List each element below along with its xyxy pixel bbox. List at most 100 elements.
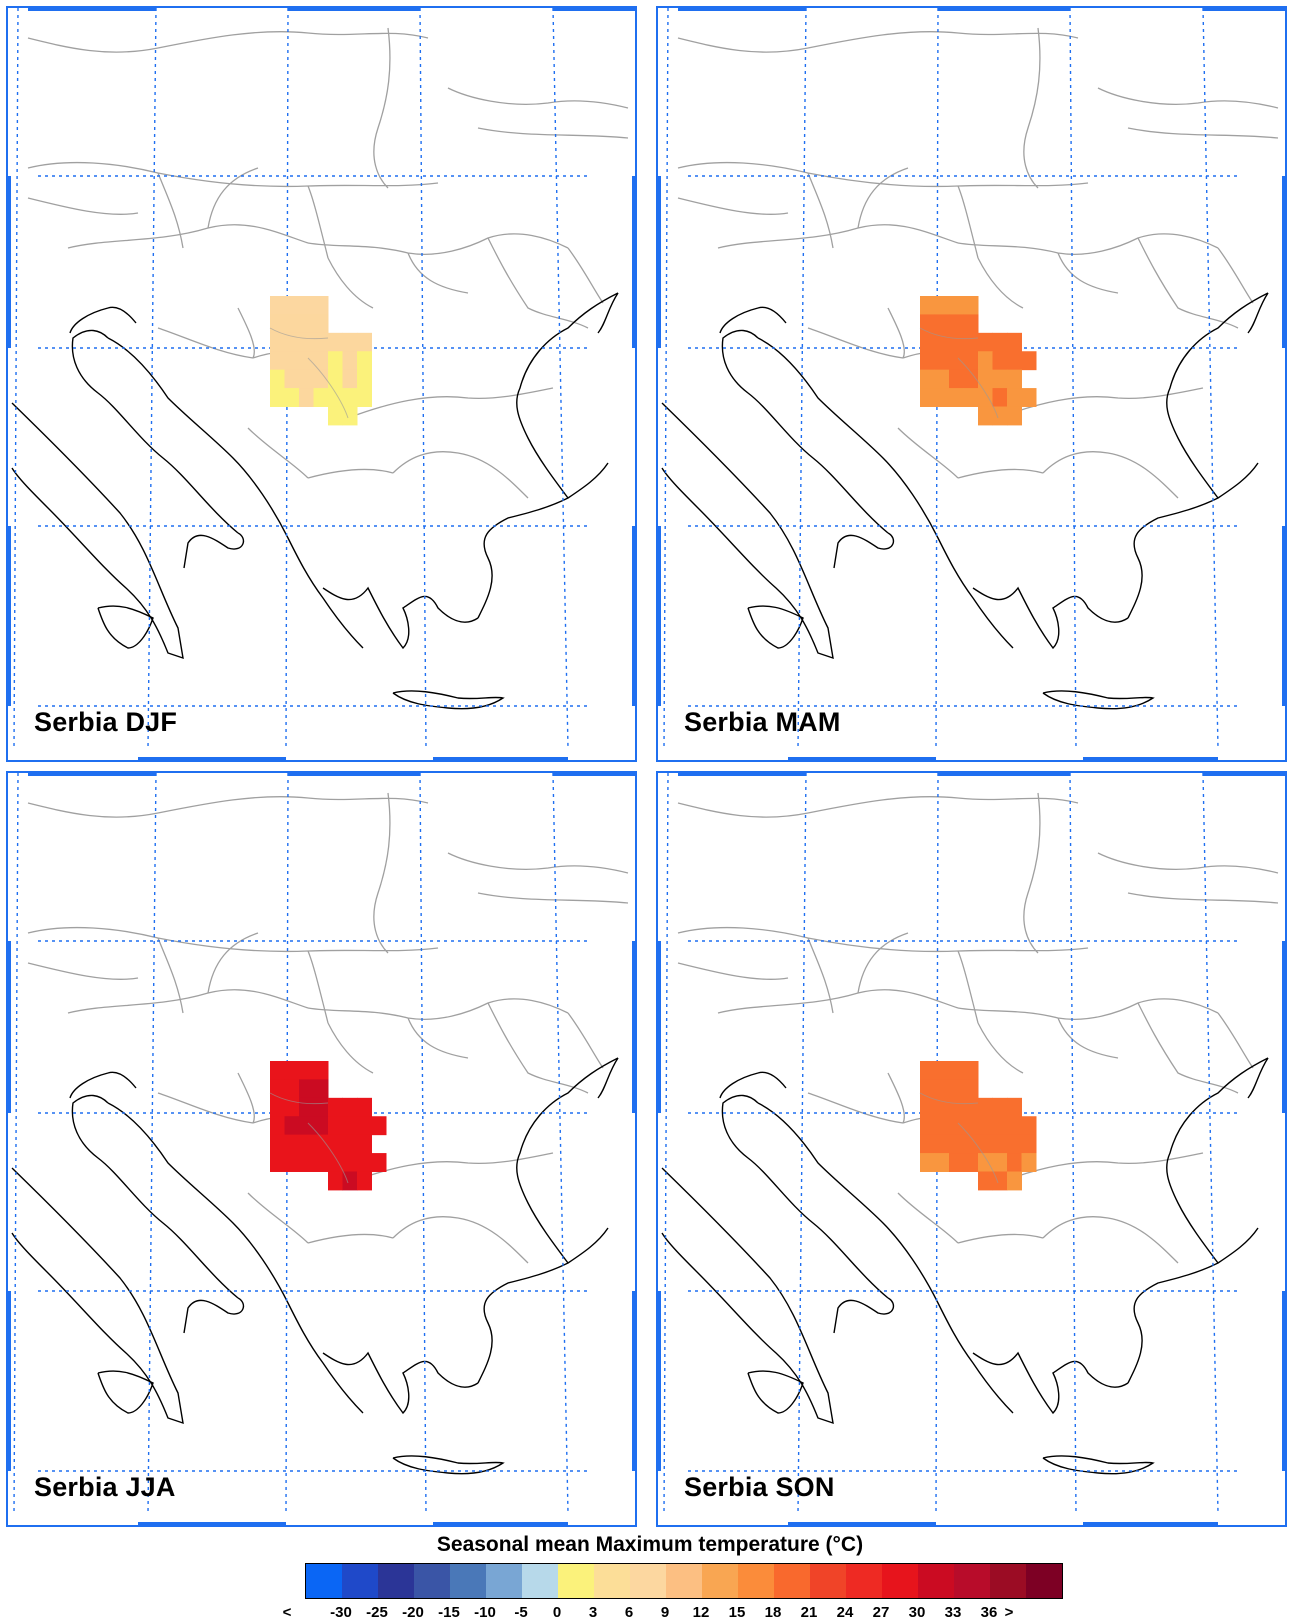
temperature-cell <box>328 388 343 407</box>
graticule-longitude <box>147 773 157 1514</box>
temperature-cell <box>978 388 993 407</box>
temperature-cell <box>284 1134 300 1154</box>
temperature-cell <box>299 369 314 389</box>
temperature-cell <box>299 296 314 315</box>
temperature-cell <box>328 1097 343 1117</box>
map-mam <box>658 8 1285 760</box>
temperature-cell <box>357 332 372 352</box>
temperature-cell <box>963 332 979 352</box>
country-border <box>807 937 834 1014</box>
country-border <box>957 468 1044 479</box>
coastline <box>972 1351 1129 1415</box>
country-border <box>1057 252 1119 294</box>
country-border <box>1137 237 1239 329</box>
legend-tick-label: 33 <box>944 1604 962 1621</box>
coastline <box>757 1102 1014 1414</box>
temperature-cell <box>284 388 300 407</box>
coastline <box>597 1057 619 1099</box>
temperature-cell <box>949 314 964 334</box>
country-border <box>307 998 569 1020</box>
graticule-longitude <box>147 8 157 749</box>
country-border <box>307 1122 349 1184</box>
country-border <box>307 1233 394 1244</box>
temperature-cell <box>934 1079 950 1099</box>
coastline <box>1166 1057 1269 1264</box>
country-border <box>1127 892 1279 904</box>
country-border <box>957 1122 999 1184</box>
country-border <box>567 247 604 304</box>
temperature-cell <box>920 369 935 389</box>
country-border <box>407 1017 469 1059</box>
temperature-cell <box>920 1153 935 1172</box>
temperature-cell <box>357 1116 372 1136</box>
temperature-cell <box>270 1116 285 1136</box>
temperature-cell <box>1021 1134 1037 1154</box>
temperature-cell <box>328 1171 343 1191</box>
temperature-cell <box>992 1116 1008 1136</box>
coastline <box>661 1167 834 1425</box>
coastline <box>183 532 245 569</box>
temperature-cell <box>342 332 358 352</box>
temperature-cell <box>270 1134 285 1154</box>
temperature-cell <box>949 351 964 371</box>
legend-tick-label: < <box>282 1604 292 1621</box>
country-border <box>957 357 999 419</box>
legend-swatch <box>774 1564 810 1598</box>
country-border <box>237 1072 255 1124</box>
temperature-cell <box>920 388 935 407</box>
temperature-cell <box>342 388 358 407</box>
country-border <box>27 31 429 53</box>
temperature-cell <box>299 1116 314 1136</box>
temperature-cell <box>313 388 329 407</box>
legend-tick-label: 0 <box>552 1604 562 1621</box>
temperature-cell <box>1007 388 1022 407</box>
legend-swatch <box>630 1564 666 1598</box>
country-border <box>977 257 1024 309</box>
legend-tick-label: 36 <box>980 1604 998 1621</box>
temperature-cell <box>949 296 964 315</box>
country-border <box>717 224 959 249</box>
country-border <box>857 932 909 994</box>
country-border <box>1097 87 1279 109</box>
temperature-cell <box>371 1116 387 1136</box>
country-border <box>677 796 1079 818</box>
temperature-cell <box>920 1116 935 1136</box>
graticule-longitude <box>797 773 807 1514</box>
graticule-longitude <box>13 8 19 749</box>
temperature-cell <box>299 332 314 352</box>
coastline <box>11 1167 184 1425</box>
coastline <box>661 402 834 660</box>
temperature-cell <box>284 1061 300 1080</box>
coastline <box>516 1057 619 1264</box>
coastline <box>477 462 609 619</box>
temperature-cell <box>270 332 285 352</box>
graticule-longitude <box>663 8 669 749</box>
country-border <box>307 950 329 1024</box>
graticule-longitude <box>1069 8 1077 749</box>
coastline <box>97 605 154 649</box>
country-border <box>27 796 429 818</box>
legend-tick-label: 3 <box>588 1604 598 1621</box>
temperature-cell <box>934 314 950 334</box>
country-border <box>1023 27 1041 189</box>
country-border <box>27 197 139 215</box>
temperature-cell <box>992 1171 1008 1191</box>
country-border <box>957 1233 1044 1244</box>
coastline <box>1247 292 1269 334</box>
graticule-longitude <box>1202 8 1219 749</box>
temperature-cell <box>934 296 950 315</box>
temperature-cell <box>934 388 950 407</box>
temperature-cell <box>342 406 358 426</box>
temperature-cell <box>357 351 372 371</box>
country-border <box>1042 1216 1179 1264</box>
country-border <box>1137 1002 1239 1094</box>
temperature-cell <box>1007 1097 1022 1117</box>
temperature-cell <box>920 1061 935 1080</box>
country-border <box>392 1216 529 1264</box>
country-border <box>477 127 629 139</box>
country-border <box>1057 1017 1119 1059</box>
legend-swatch <box>558 1564 594 1598</box>
temperature-cell <box>963 1097 979 1117</box>
legend-tick-label: 6 <box>624 1604 634 1621</box>
temperature-cell <box>1007 1153 1022 1172</box>
